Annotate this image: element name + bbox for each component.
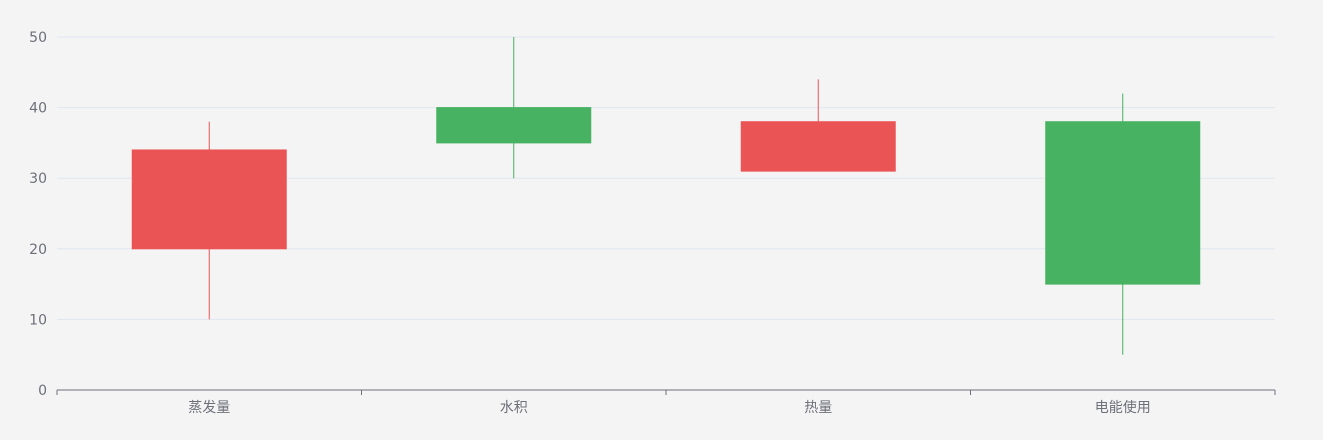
x-category-label: 蒸发量: [188, 400, 230, 416]
y-tick-label: 40: [29, 101, 47, 117]
x-axis: 蒸发量 水积 热量 电能使用: [56, 389, 1276, 416]
y-tick-label: 50: [29, 30, 47, 46]
candles: [131, 37, 1201, 355]
candle-body: [436, 107, 592, 144]
candle-body: [131, 149, 287, 250]
candle-body: [740, 121, 896, 172]
candle: [131, 121, 287, 320]
candle: [1045, 93, 1201, 355]
y-tick-label: 30: [29, 171, 47, 187]
x-category-label: 热量: [804, 400, 832, 416]
y-tick-label: 10: [29, 312, 47, 328]
y-axis: 0 10 20 30 40 50: [29, 30, 47, 399]
x-category-label: 水积: [500, 400, 528, 416]
y-tick-label: 0: [38, 383, 47, 399]
candle-body: [1045, 121, 1201, 285]
x-category-label: 电能使用: [1095, 399, 1151, 416]
candle: [436, 37, 592, 179]
y-tick-label: 20: [29, 242, 47, 258]
candle: [740, 79, 896, 172]
